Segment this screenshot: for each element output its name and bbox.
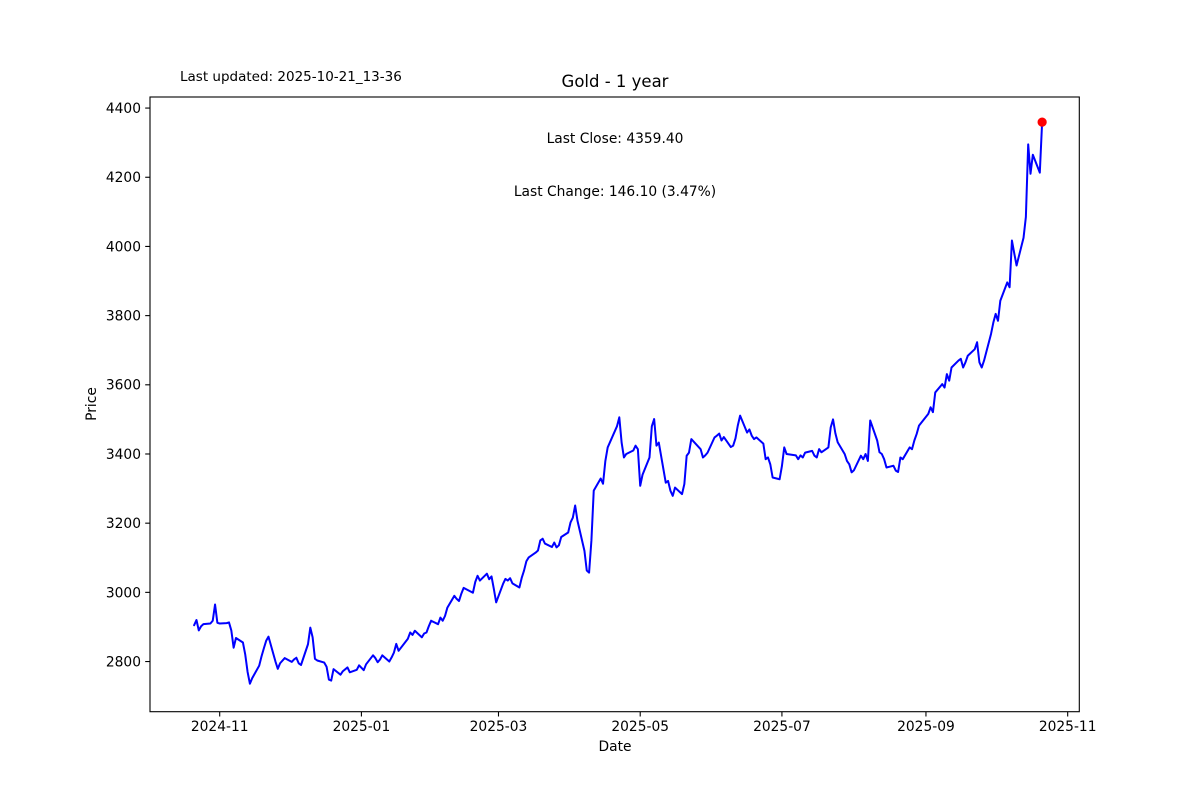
x-tick-label: 2025-05 <box>611 719 669 735</box>
y-tick-label: 3600 <box>106 378 141 394</box>
y-tick-label: 3000 <box>106 585 141 601</box>
x-tick-label: 2025-07 <box>753 719 811 735</box>
last-close-marker <box>1037 117 1047 127</box>
x-tick-label: 2025-01 <box>333 719 391 735</box>
x-tick-label: 2025-03 <box>470 719 528 735</box>
last-close-line: Last Close: 4359.40 <box>546 131 684 147</box>
y-tick-label: 4400 <box>106 101 141 117</box>
x-tick-label: 2025-11 <box>1039 719 1097 735</box>
y-tick-label: 3400 <box>106 447 141 463</box>
last-close-annotation: Last Close: 4359.40 Last Change: 146.10 … <box>150 96 1080 236</box>
y-tick-label: 4000 <box>106 239 141 255</box>
y-tick-label: 3200 <box>106 516 141 532</box>
y-tick-label: 4200 <box>106 170 141 186</box>
axes-box <box>149 96 1080 713</box>
x-tick-label: 2025-09 <box>897 719 955 735</box>
x-tick-label: 2024-11 <box>191 719 249 735</box>
last-updated-text: Last updated: 2025-10-21_13-36 <box>180 69 402 85</box>
gold-price-line <box>193 121 1044 685</box>
y-tick-label: 2800 <box>106 654 141 670</box>
last-change-line: Last Change: 146.10 (3.47%) <box>513 183 717 200</box>
y-tick-label: 3800 <box>106 309 141 325</box>
x-axis-label: Date <box>598 739 632 755</box>
chart-title: Gold - 1 year <box>561 72 669 91</box>
